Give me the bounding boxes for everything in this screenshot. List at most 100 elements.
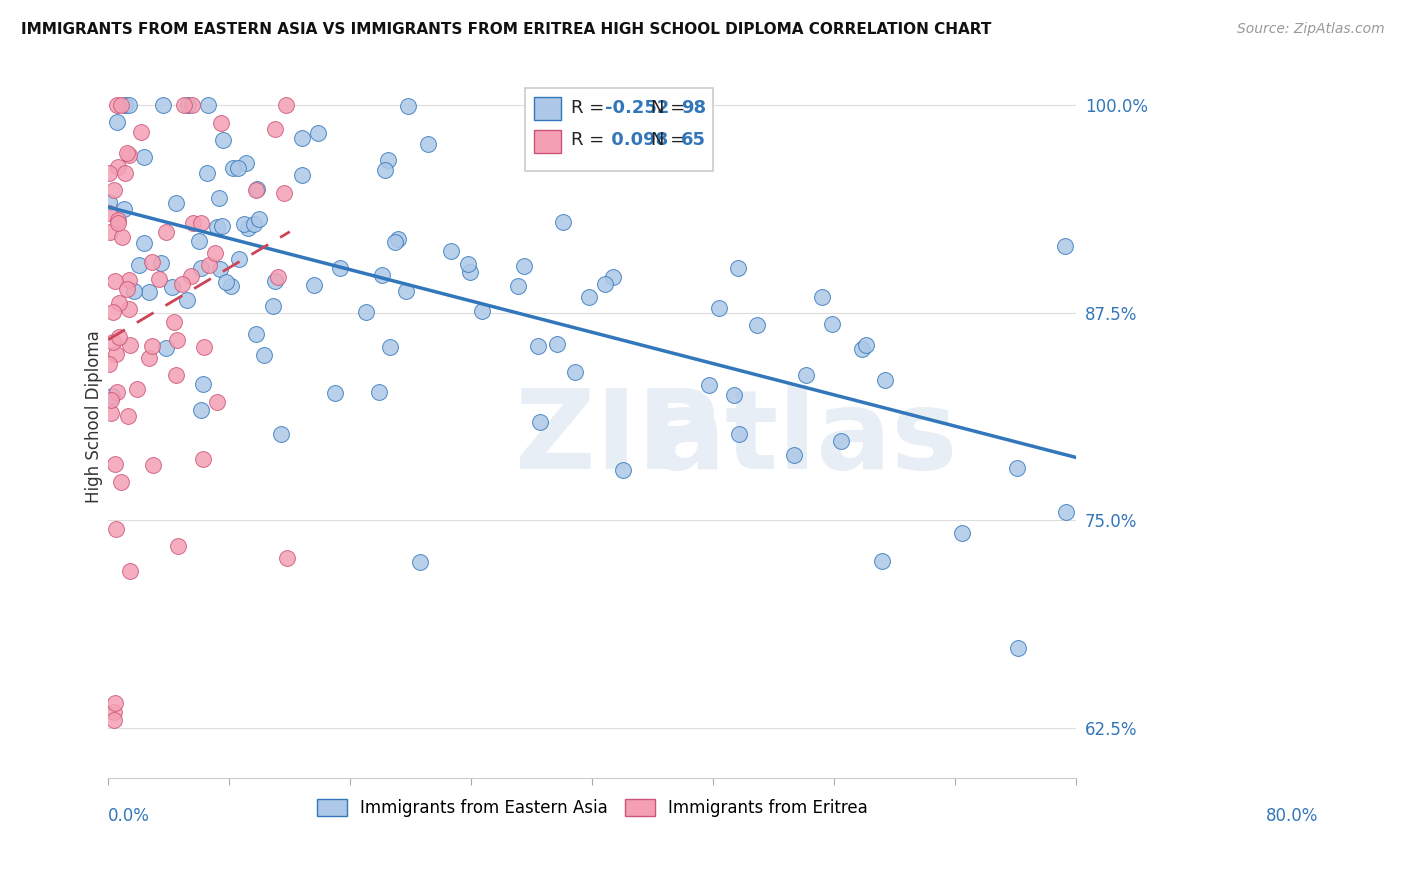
Point — [215, 275, 238, 289]
Point — [291, 168, 314, 182]
Point — [101, 389, 124, 403]
Point — [190, 216, 212, 230]
Point — [398, 99, 420, 113]
Point — [274, 98, 297, 112]
Point — [104, 347, 127, 361]
Point — [235, 156, 257, 170]
Legend: Immigrants from Eastern Asia, Immigrants from Eritrea: Immigrants from Eastern Asia, Immigrants… — [311, 792, 875, 824]
Point — [204, 245, 226, 260]
Point — [870, 553, 893, 567]
Point — [198, 259, 221, 273]
Point — [148, 271, 170, 285]
Point — [207, 395, 229, 409]
Point — [374, 163, 396, 178]
Point — [183, 216, 205, 230]
Point — [602, 270, 624, 285]
Point — [191, 377, 214, 392]
Point — [107, 295, 129, 310]
Text: 0.098: 0.098 — [605, 131, 668, 150]
Point — [273, 186, 295, 201]
Point — [384, 235, 406, 249]
Point — [152, 98, 174, 112]
Text: IMMIGRANTS FROM EASTERN ASIA VS IMMIGRANTS FROM ERITREA HIGH SCHOOL DIPLOMA CORR: IMMIGRANTS FROM EASTERN ASIA VS IMMIGRAN… — [21, 22, 991, 37]
Point — [134, 150, 156, 164]
Point — [811, 290, 834, 304]
Point — [212, 133, 235, 147]
Point — [546, 337, 568, 351]
Point — [416, 137, 439, 152]
Point — [97, 167, 120, 181]
Point — [118, 302, 141, 317]
Point — [270, 427, 292, 442]
Point — [875, 373, 897, 387]
Point — [105, 114, 128, 128]
Point — [728, 427, 751, 442]
Point — [142, 458, 165, 472]
Text: 65: 65 — [682, 131, 706, 150]
FancyBboxPatch shape — [524, 87, 713, 170]
Point — [138, 351, 160, 366]
Point — [830, 434, 852, 449]
Point — [1007, 461, 1029, 475]
Point — [173, 98, 195, 112]
Point — [246, 182, 269, 196]
Text: ZIP: ZIP — [515, 384, 718, 491]
Point — [138, 285, 160, 299]
Point — [117, 148, 139, 162]
Point — [395, 284, 418, 298]
Point — [368, 385, 391, 400]
Point — [727, 261, 749, 276]
Point — [117, 409, 139, 424]
Point — [238, 220, 260, 235]
Point — [98, 358, 121, 372]
Point — [593, 277, 616, 292]
Point — [103, 183, 125, 197]
Point — [166, 333, 188, 347]
Point — [97, 206, 120, 220]
Point — [101, 335, 124, 350]
Point — [245, 183, 267, 197]
Point — [97, 195, 120, 210]
Point — [129, 125, 152, 139]
Point — [745, 318, 768, 332]
Point — [219, 279, 242, 293]
Point — [163, 315, 186, 329]
Text: atlas: atlas — [651, 384, 957, 491]
Point — [387, 232, 409, 246]
Point — [104, 522, 127, 536]
Point — [354, 305, 377, 319]
Point — [209, 262, 232, 277]
Point — [529, 415, 551, 429]
Point — [181, 98, 204, 112]
Point — [165, 196, 187, 211]
Point — [302, 278, 325, 293]
Point — [104, 457, 127, 471]
Point — [110, 475, 132, 489]
Point — [141, 338, 163, 352]
Point — [193, 340, 215, 354]
Point — [207, 220, 229, 235]
Point — [177, 98, 200, 112]
Point — [513, 259, 536, 273]
Point — [307, 126, 329, 140]
Point — [247, 211, 270, 226]
Point — [221, 161, 243, 176]
Point — [100, 393, 122, 408]
Point — [377, 153, 399, 167]
Point — [527, 338, 550, 352]
Point — [190, 403, 212, 417]
Point — [460, 265, 482, 279]
Point — [107, 213, 129, 227]
Point — [111, 230, 134, 244]
Y-axis label: High School Diploma: High School Diploma — [86, 330, 103, 503]
Point — [1007, 640, 1029, 655]
Point — [170, 277, 193, 292]
Point — [211, 219, 233, 233]
Point — [100, 406, 122, 420]
Point — [167, 539, 190, 553]
Point — [709, 301, 731, 315]
Point — [263, 274, 285, 288]
Point — [1054, 505, 1077, 519]
Point — [783, 448, 806, 462]
Point — [122, 285, 145, 299]
